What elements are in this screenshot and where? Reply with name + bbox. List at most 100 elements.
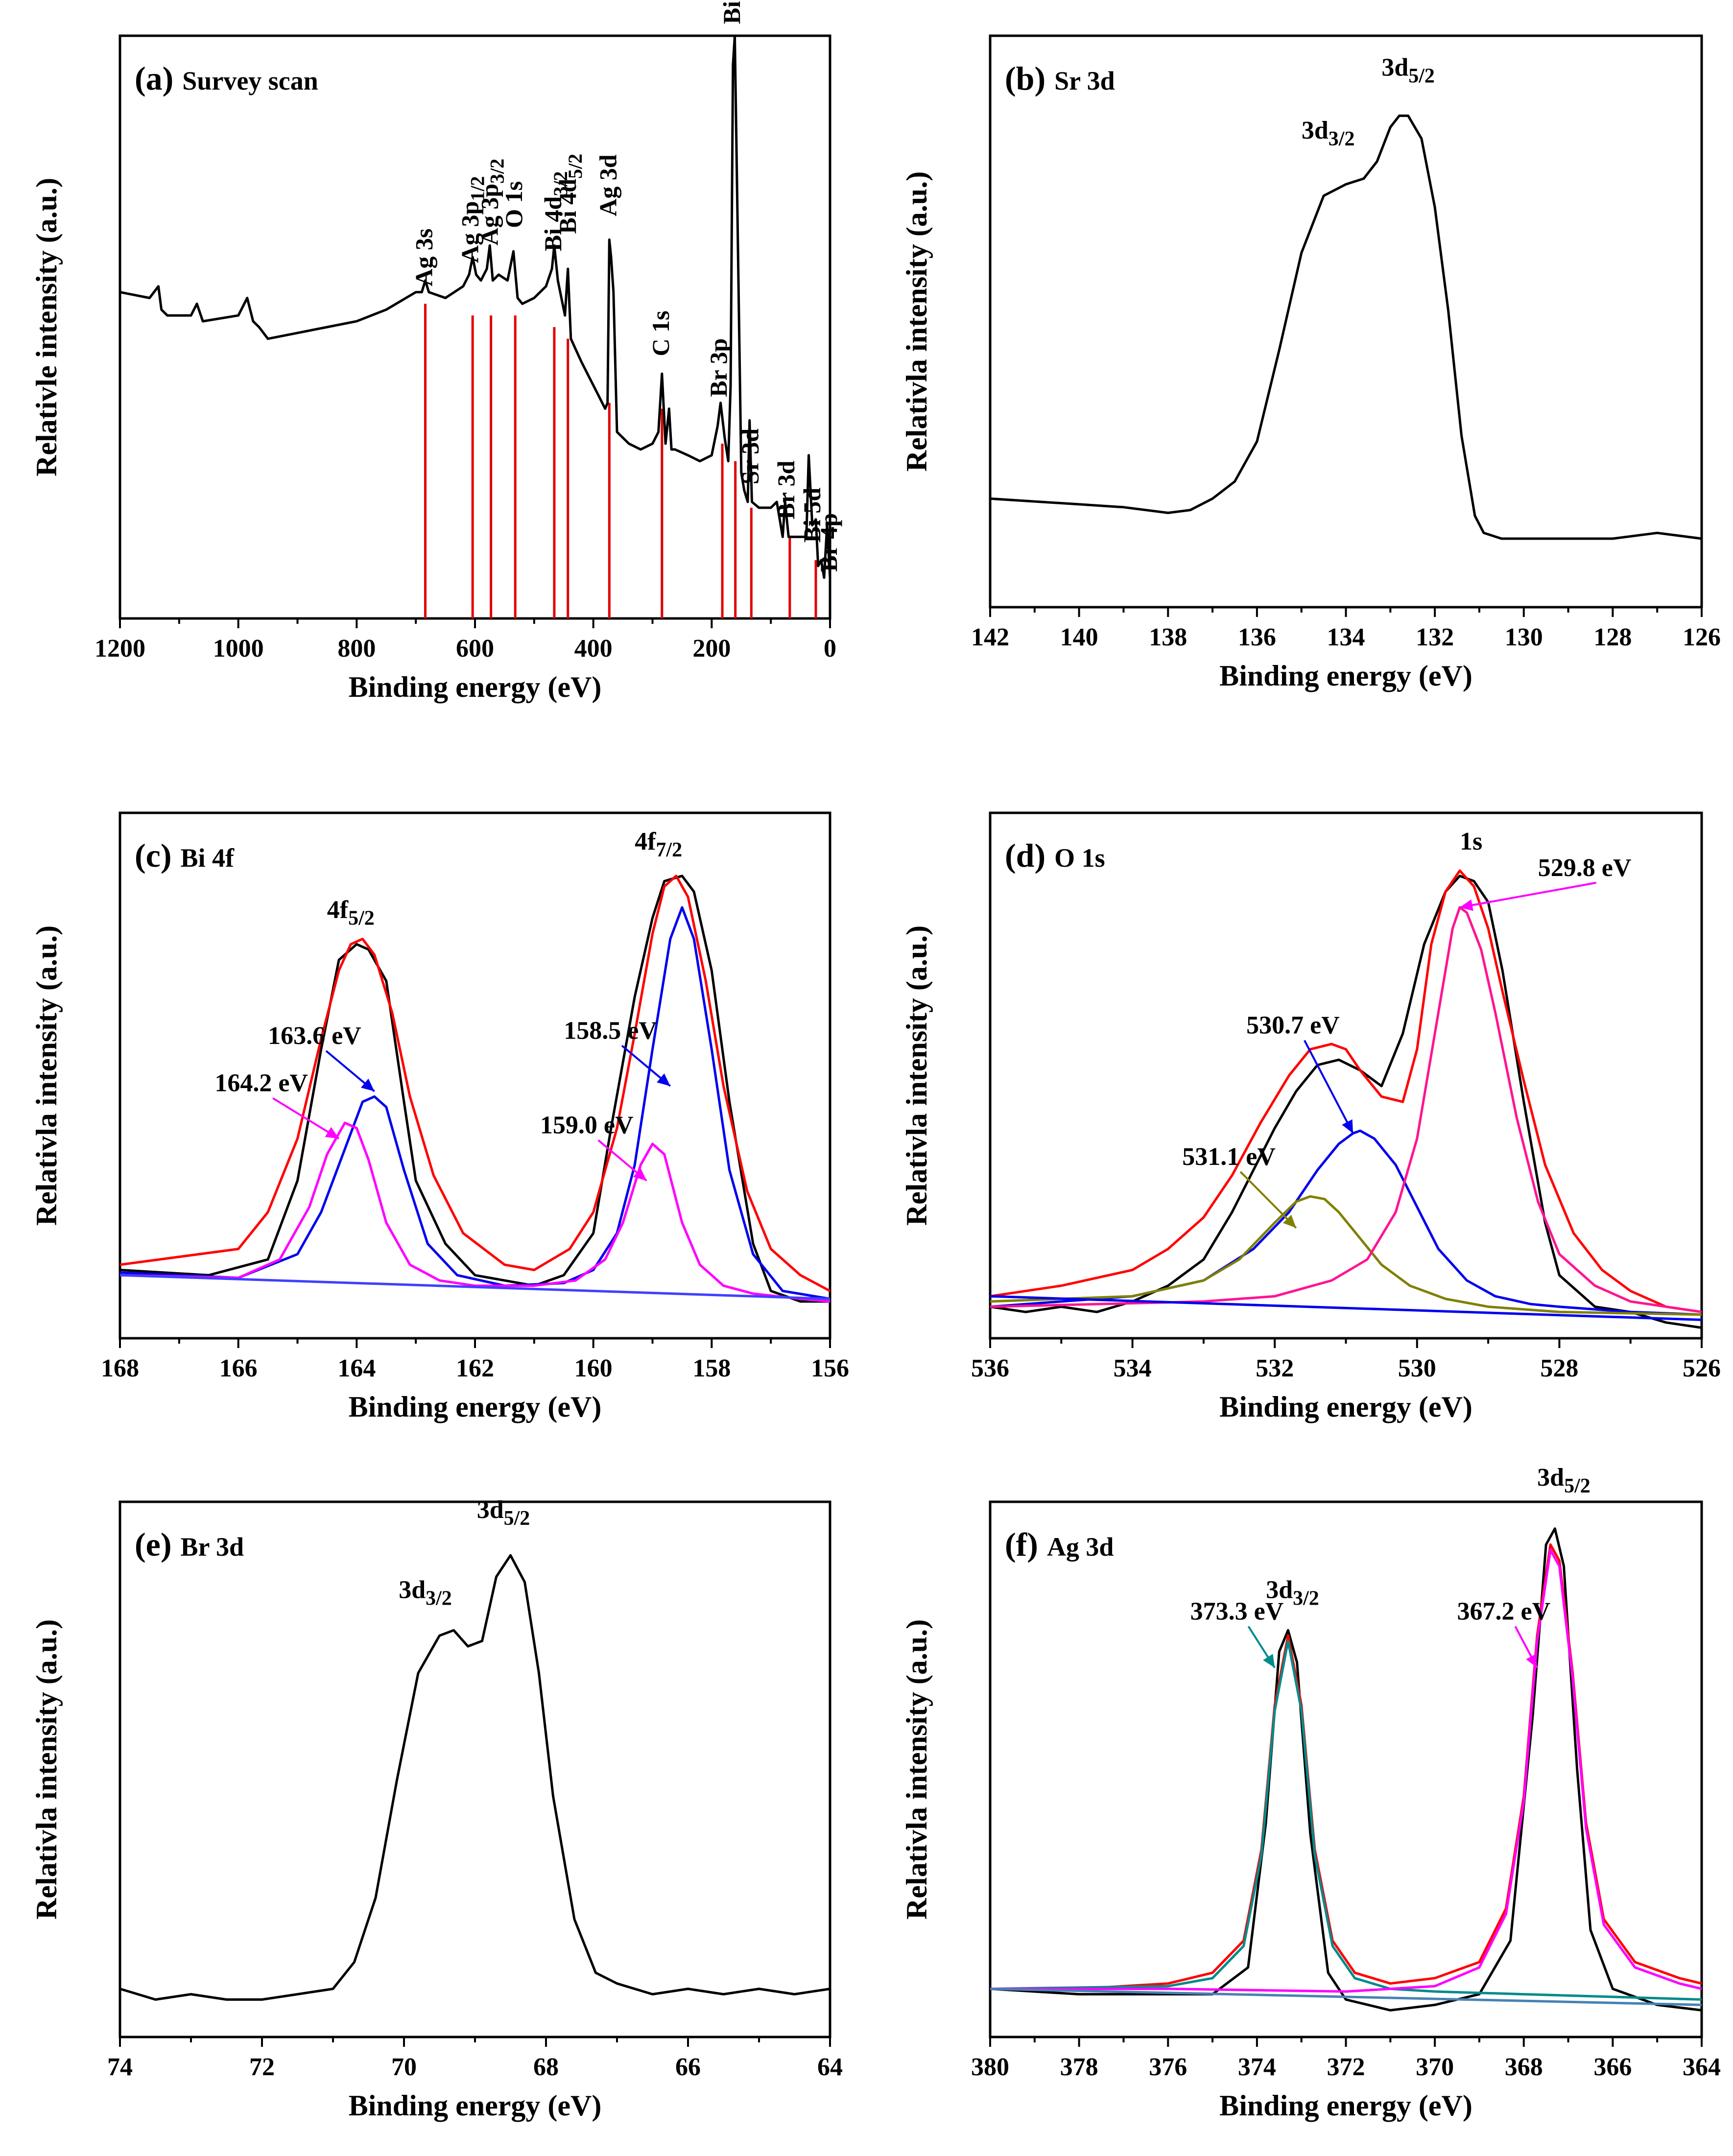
x-tick-label: 160 — [574, 1354, 613, 1382]
x-tick-label: 166 — [219, 1354, 258, 1382]
series-fit-envelope — [119, 875, 831, 1292]
callout-arrowhead — [1526, 1654, 1537, 1668]
peak-annotation: 3d3/2 — [1266, 1576, 1319, 1610]
plot-frame — [989, 34, 1703, 609]
x-tick-label: 366 — [1593, 2053, 1632, 2081]
x-tick-label: 68 — [533, 2053, 559, 2081]
energy-callout: 529.8 eV — [1538, 854, 1632, 882]
x-tick-label: 156 — [811, 1354, 849, 1382]
callout-arrowhead — [633, 1168, 647, 1181]
series-survey — [119, 34, 831, 579]
callout-arrowhead — [1459, 899, 1473, 911]
x-tick-label: 532 — [1256, 1354, 1294, 1382]
plot-frame — [989, 1500, 1703, 2038]
x-axis-label: Binding energy (eV) — [1219, 660, 1472, 692]
y-axis-label: Relativle intensity (a.u.) — [30, 178, 63, 476]
panel-c: 168 166 164 162 160 158 156 Binding energy (eV)… — [30, 811, 849, 1423]
panel-a: 1200 1000 800 600 400 200 0 Binding energy (eV)… — [30, 0, 842, 703]
x-tick-label: 164 — [337, 1354, 376, 1382]
x-tick-label: 158 — [692, 1354, 731, 1382]
x-tick-label: 378 — [1060, 2053, 1098, 2081]
peak-label: Ag 3d — [594, 154, 621, 216]
x-tick-label: 64 — [817, 2053, 843, 2081]
x-tick-label: 136 — [1238, 623, 1276, 651]
callout-arrowhead — [1263, 1654, 1275, 1668]
series-component-373-3-ev — [990, 1639, 1702, 2001]
series-fit-envelope — [990, 869, 1702, 1313]
peak-label: Bi 4d3/2 — [539, 171, 571, 252]
series-background — [990, 1988, 1702, 2006]
x-tick-label: 134 — [1327, 623, 1365, 651]
series-raw — [990, 1527, 1702, 2012]
x-tick-label: 74 — [107, 2053, 133, 2081]
peak-label: Ag 3p3/2 — [476, 159, 508, 246]
series-component-164-2-ev — [119, 1121, 831, 1303]
x-axis-label: Binding energy (eV) — [349, 671, 602, 703]
x-tick-label: 162 — [456, 1354, 494, 1382]
callout-arrow — [272, 1097, 340, 1139]
x-tick-label: 72 — [249, 2053, 275, 2081]
plot-frame — [119, 1500, 831, 2038]
panel-f: 380 378 376 374 372 370 368 366 364 Binding energ… — [901, 1464, 1721, 2122]
peak-annotation: 3d3/2 — [1302, 117, 1355, 150]
x-tick-label: 530 — [1398, 1354, 1436, 1382]
x-tick-label: 528 — [1540, 1354, 1578, 1382]
x-tick-label: 526 — [1683, 1354, 1721, 1382]
peak-label: Bi 4d5/2 — [554, 154, 586, 234]
energy-callout: 163.6 eV — [268, 1022, 361, 1050]
y-axis-label: Relativla intensity (a.u.) — [30, 1619, 63, 1919]
x-tick-label: 128 — [1593, 623, 1632, 651]
x-tick-label: 126 — [1683, 623, 1721, 651]
energy-callout: 367.2 eV — [1457, 1597, 1551, 1625]
x-tick-label: 376 — [1149, 2053, 1187, 2081]
x-tick-label: 1000 — [213, 635, 264, 663]
panel-title: (f) Ag 3d — [1005, 1526, 1114, 1563]
peak-label: Br 4p — [815, 513, 842, 572]
y-axis-label: Relativla intensity (a.u.) — [901, 925, 933, 1226]
peak-annotation: 4f5/2 — [327, 896, 375, 930]
panel-title: (e) Br 3d — [135, 1526, 244, 1563]
x-tick-label: 380 — [971, 2053, 1009, 2081]
x-tick-label: 374 — [1238, 2053, 1276, 2081]
x-tick-label: 800 — [337, 635, 376, 663]
x-tick-label: 66 — [675, 2053, 701, 2081]
x-tick-label: 140 — [1060, 623, 1098, 651]
x-tick-label: 536 — [971, 1354, 1009, 1382]
x-tick-label: 142 — [971, 623, 1009, 651]
panel-title: (b) Sr 3d — [1005, 60, 1115, 97]
energy-callout: 530.7 eV — [1246, 1012, 1340, 1040]
x-tick-label: 1200 — [95, 635, 145, 663]
callout-arrowhead — [1282, 1214, 1296, 1228]
energy-callout: 158.5 eV — [564, 1017, 657, 1044]
series-component-530-7-ev — [990, 1129, 1702, 1316]
callout-arrow — [1239, 1171, 1297, 1229]
x-tick-label: 368 — [1505, 2053, 1543, 2081]
peak-label: Bi 5d — [798, 488, 826, 543]
peak-label: Ag 3p1/2 — [456, 176, 489, 263]
series-background — [119, 1274, 831, 1300]
callout-arrowhead — [325, 1127, 339, 1139]
x-tick-label: 70 — [391, 2053, 417, 2081]
peak-label: Bi 4f — [718, 0, 745, 24]
peak-annotation: 3d5/2 — [1381, 54, 1435, 88]
x-axis-label: Binding energy (eV) — [1219, 1391, 1472, 1423]
x-tick-label: 364 — [1683, 2053, 1721, 2081]
energy-callout: 164.2 eV — [214, 1069, 308, 1097]
callout-arrowhead — [657, 1073, 670, 1086]
x-tick-label: 168 — [101, 1354, 139, 1382]
peak-annotation: 4f7/2 — [635, 828, 682, 861]
peak-label: Br 3p — [705, 338, 732, 397]
series-br-3d — [119, 1554, 831, 2001]
peak-annotation: 3d5/2 — [477, 1496, 530, 1530]
series-component-163-6-ev — [119, 906, 831, 1300]
x-tick-label: 200 — [692, 635, 731, 663]
x-tick-label: 372 — [1327, 2053, 1365, 2081]
y-axis-label: Relativla intensity (a.u.) — [901, 1619, 933, 1919]
panel-title: (c) Bi 4f — [135, 837, 235, 874]
x-tick-label: 534 — [1114, 1354, 1152, 1382]
x-tick-label: 600 — [456, 635, 494, 663]
peak-annotation: 3d5/2 — [1537, 1464, 1591, 1497]
x-axis-label: Binding energy (eV) — [349, 2089, 602, 2122]
energy-callout: 159.0 eV — [540, 1112, 634, 1139]
